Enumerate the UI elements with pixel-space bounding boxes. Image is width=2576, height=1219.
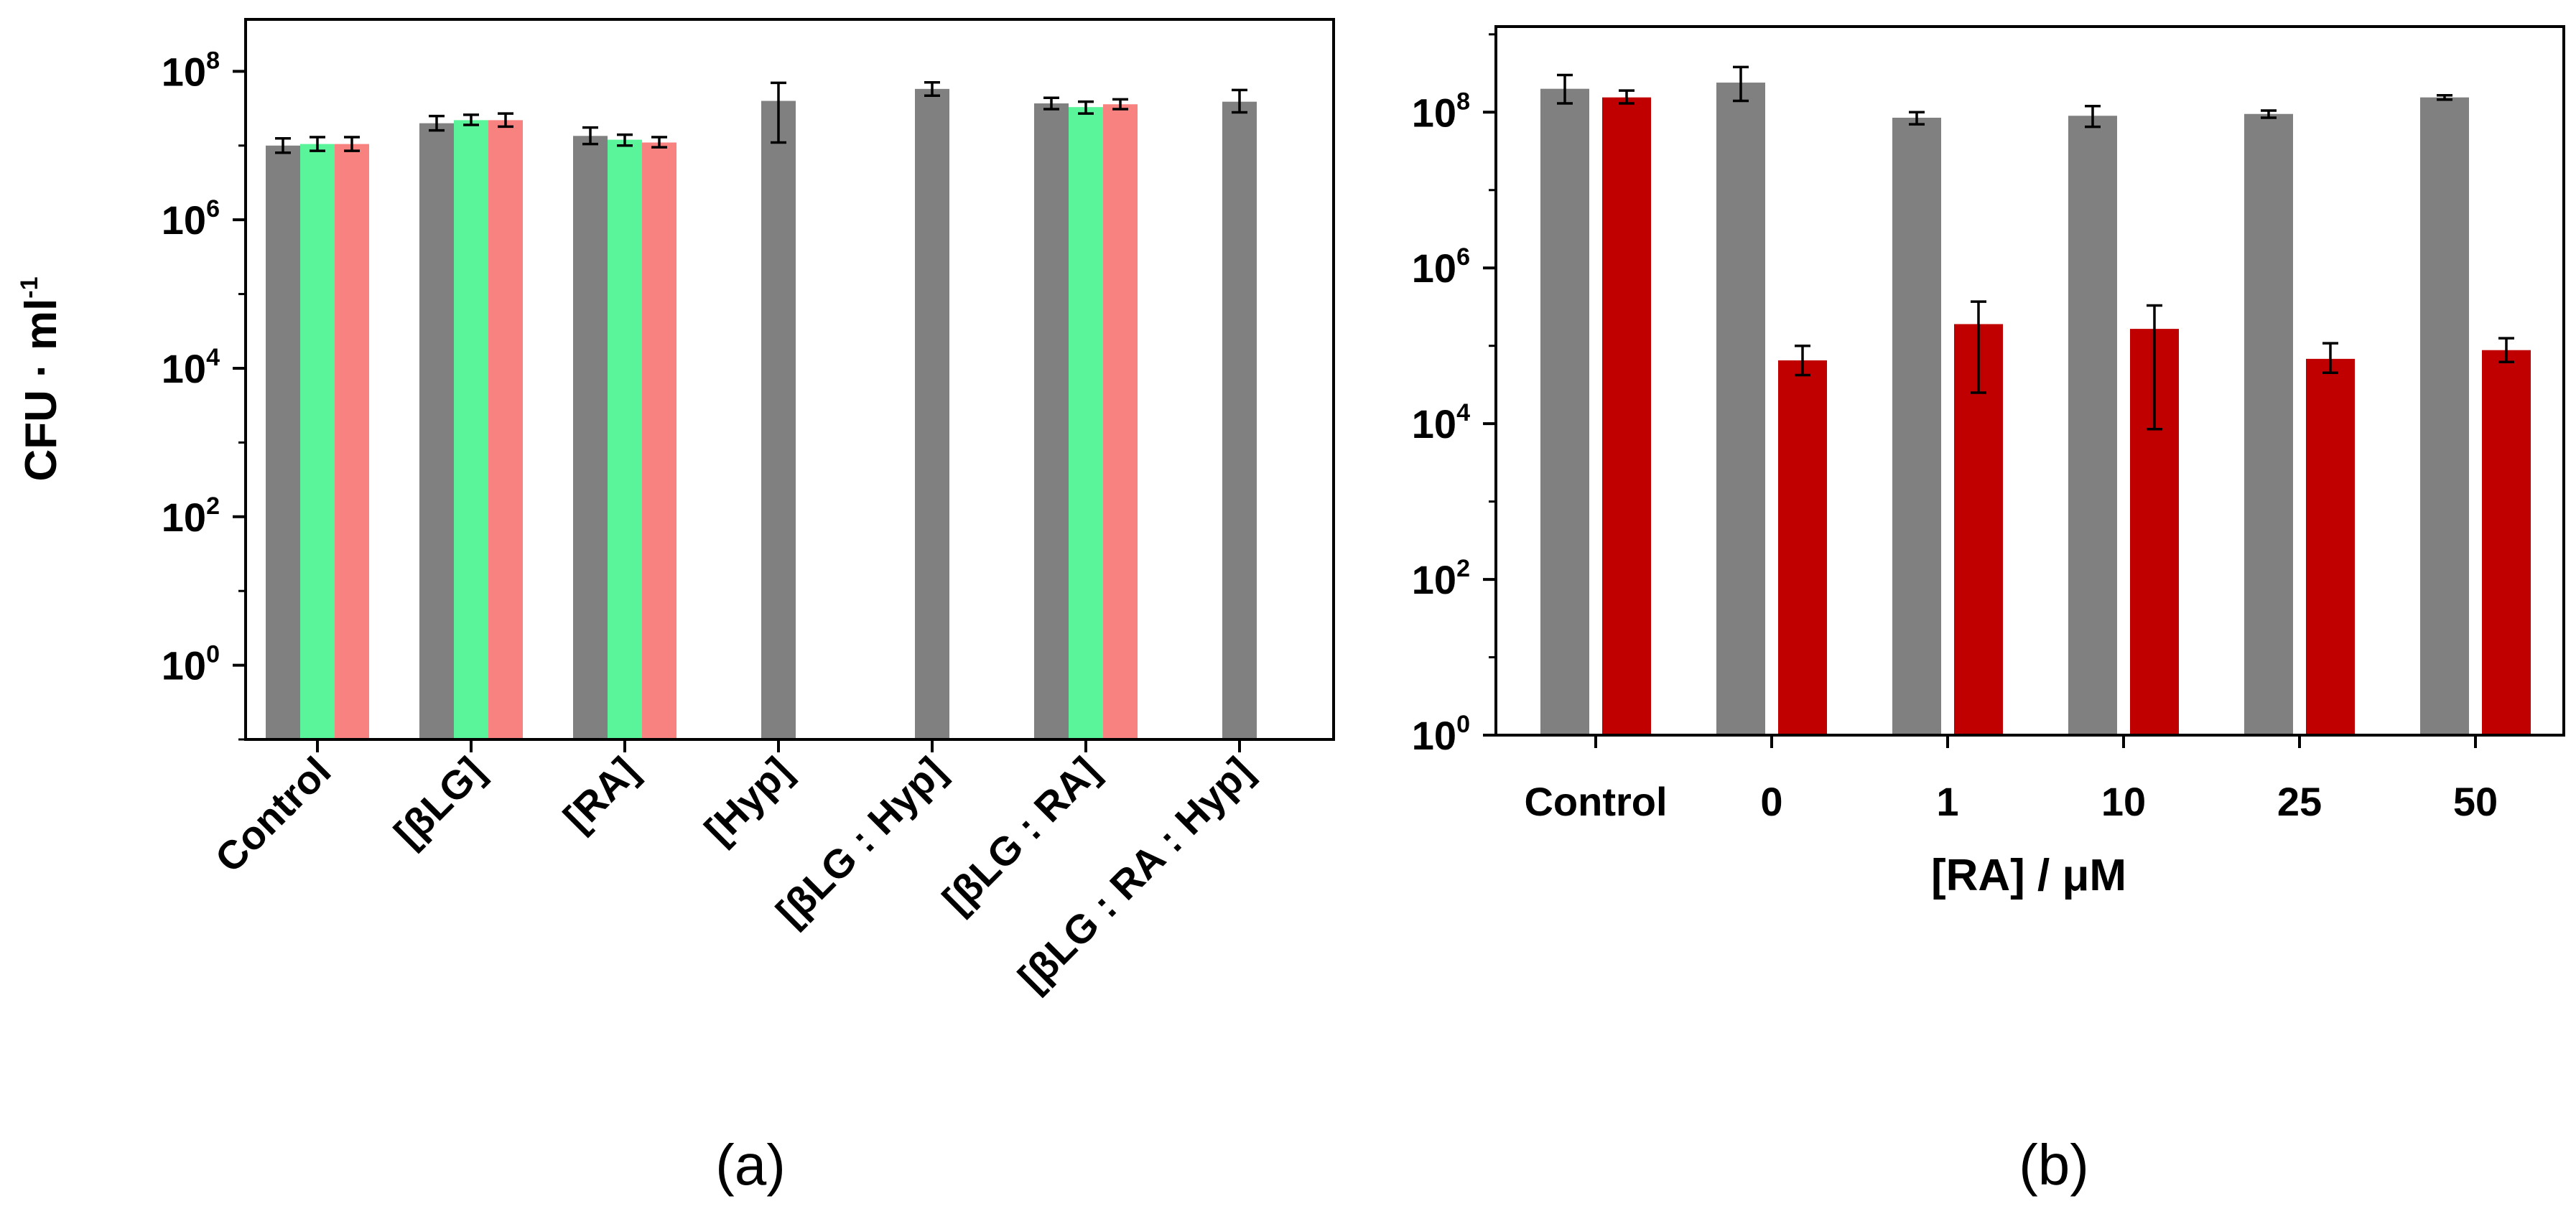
x-category-label: 0 [1760,779,1782,824]
y-tick-label: 106 [1412,243,1470,291]
y-axis-title: CFU · ml-1 [16,276,66,481]
y-tick-label: 104 [1412,399,1470,447]
bar-pink-1 [488,120,523,739]
panel-label: (b) [2019,1133,2089,1197]
bar-gray-3 [761,101,796,738]
bar-red-0 [1602,97,1651,734]
bar-green-2 [608,139,642,738]
bar-green-1 [454,120,488,739]
bar-green-0 [300,144,335,739]
bar-red-5 [2482,350,2531,734]
y-tick-label: 102 [162,492,220,540]
x-category-label: [Hyp] [696,748,801,853]
bar-pink-0 [335,144,369,739]
bar-gray-4 [2244,113,2293,734]
bar-gray-4 [915,88,949,738]
bar-gray-2 [573,136,608,738]
y-tick-label: 100 [1412,711,1470,758]
bar-pink-5 [1103,104,1138,738]
x-category-label: Control [1524,779,1667,824]
y-tick-label: 106 [162,195,220,243]
bar-red-4 [2306,358,2355,734]
x-category-label: [βLG] [385,748,493,856]
x-axis-title: [RA] / μM [1931,851,2126,900]
x-category-label: 10 [2101,779,2146,824]
bar-pink-2 [642,142,676,738]
bar-green-5 [1069,107,1103,738]
y-tick-label: 108 [1412,88,1470,135]
bar-gray-1 [1716,83,1765,734]
bar-gray-5 [2420,97,2469,734]
y-tick-label: 104 [162,344,220,391]
bar-gray-1 [419,123,454,739]
x-category-label: 1 [1936,779,1958,824]
y-tick-label: 108 [162,47,220,94]
x-category-label: Control [206,748,339,881]
bar-red-1 [1778,360,1827,734]
plot-frame [1494,25,2565,737]
x-category-label: 25 [2277,779,2322,824]
bar-gray-3 [2068,116,2117,734]
panel-b-chart: 100 102 104 106 108 Control 0 1 10 25 50 [RA] / μM (… [1412,25,2565,1197]
bar-gray-2 [1892,117,1941,734]
bar-gray-0 [266,145,300,738]
bar-gray-5 [1034,103,1069,738]
y-tick-label: 102 [1412,555,1470,602]
x-category-label: 50 [2453,779,2498,824]
x-category-label: [RA] [554,748,646,840]
panel-label: (a) [715,1133,786,1197]
y-tick-label: 100 [162,641,220,688]
bar-gray-0 [1540,88,1589,734]
bar-gray-6 [1222,101,1257,738]
plot-frame [244,18,1335,741]
